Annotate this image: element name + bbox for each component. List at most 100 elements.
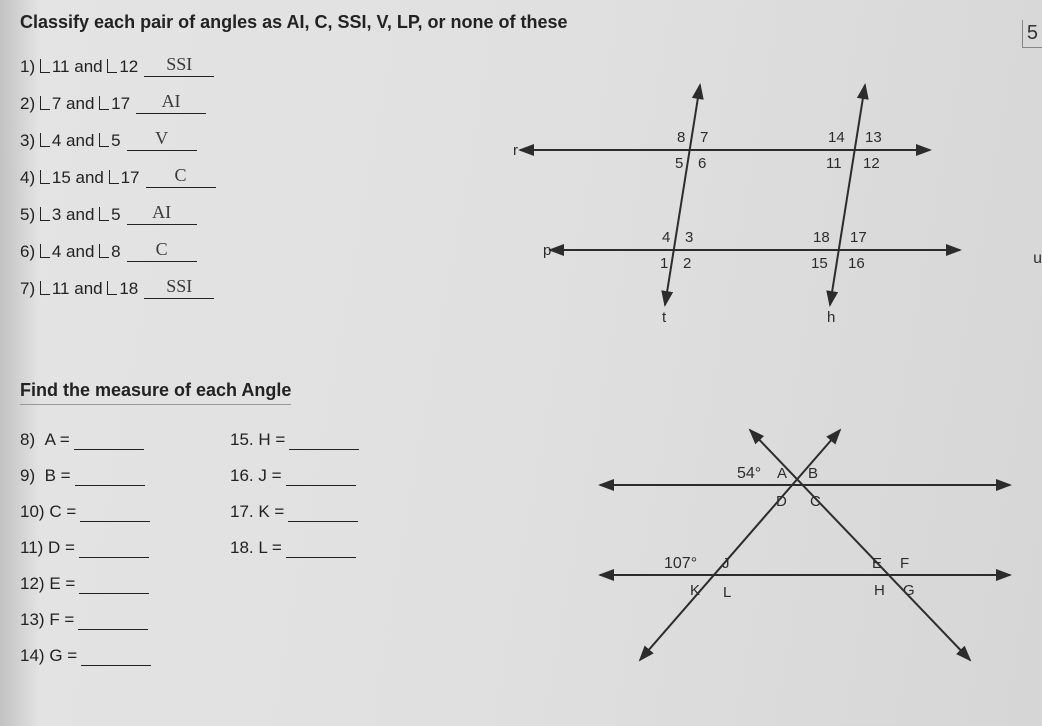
a-blank xyxy=(81,665,151,666)
q5: 5) 3 and 5 AI xyxy=(20,202,216,225)
page-edge-u: u xyxy=(1033,250,1042,268)
svg-text:2: 2 xyxy=(683,255,691,272)
answer-blank: C xyxy=(127,239,197,262)
angle-a: 7 xyxy=(40,94,61,114)
a-blank xyxy=(286,485,356,486)
a-label: K = xyxy=(258,502,284,522)
answer-blank: SSI xyxy=(144,54,214,77)
a-label: B = xyxy=(45,466,71,486)
a-label: L = xyxy=(258,538,281,558)
angle-b: 12 xyxy=(107,57,138,77)
q-num: 6) xyxy=(20,242,35,262)
svg-text:18: 18 xyxy=(813,229,830,246)
diagram-angle-measures: 54° A B D C 107° J K L E F H G xyxy=(580,420,1030,680)
angle-a: 11 xyxy=(40,279,70,299)
angle-a: 15 xyxy=(40,168,71,188)
a-blank xyxy=(79,593,149,594)
angle-b: 5 xyxy=(99,131,120,151)
svg-text:L: L xyxy=(723,584,731,601)
a-blank xyxy=(78,629,148,630)
svg-text:54°: 54° xyxy=(737,465,761,482)
svg-text:11: 11 xyxy=(826,155,842,172)
svg-text:3: 3 xyxy=(685,229,693,246)
answer-blank: SSI xyxy=(144,276,214,299)
q-num: 7) xyxy=(20,279,35,299)
q2: 2) 7 and 17 AI xyxy=(20,91,216,114)
q7: 7) 11 and 18 SSI xyxy=(20,276,216,299)
section2-heading: Find the measure of each Angle xyxy=(20,380,291,405)
a10: 10) C = xyxy=(20,502,151,522)
a-num: 9) xyxy=(20,466,35,486)
answer-blank: AI xyxy=(136,91,206,114)
label-p: p xyxy=(543,242,551,259)
angle-b: 17 xyxy=(99,94,130,114)
q-num: 3) xyxy=(20,131,35,151)
angle-a: 3 xyxy=(40,205,61,225)
a-label: G = xyxy=(49,646,77,666)
a-num: 14) xyxy=(20,646,45,666)
answer-blank: V xyxy=(127,128,197,151)
angle-b: 8 xyxy=(99,242,120,262)
a8: 8) A = xyxy=(20,430,151,450)
label-h: h xyxy=(827,309,835,326)
diagram-parallel-lines: r p t h 8 7 5 6 14 13 11 12 4 3 1 2 18 1… xyxy=(510,70,990,330)
a-blank xyxy=(79,557,149,558)
a13: 13) F = xyxy=(20,610,151,630)
a15: 15. H = xyxy=(230,430,359,450)
a18: 18. L = xyxy=(230,538,359,558)
svg-text:5: 5 xyxy=(675,155,683,172)
svg-text:G: G xyxy=(903,582,915,599)
a-num: 13) xyxy=(20,610,45,630)
a9: 9) B = xyxy=(20,466,151,486)
q3: 3) 4 and 5 V xyxy=(20,128,216,151)
q6: 6) 4 and 8 C xyxy=(20,239,216,262)
q-num: 5) xyxy=(20,205,35,225)
label-r: r xyxy=(513,142,518,159)
a-num: 16. xyxy=(230,466,254,486)
a-blank xyxy=(74,449,144,450)
q-num: 1) xyxy=(20,57,35,77)
a-label: A = xyxy=(45,430,70,450)
a-blank xyxy=(289,449,359,450)
answers-col1: 8) A = 9) B = 10) C = 11) D = 12) E = 13… xyxy=(20,430,151,682)
svg-text:C: C xyxy=(810,493,821,510)
svg-text:8: 8 xyxy=(677,129,685,146)
a11: 11) D = xyxy=(20,538,151,558)
a-label: F = xyxy=(49,610,74,630)
svg-text:A: A xyxy=(777,465,787,482)
q4: 4) 15 and 17 C xyxy=(20,165,216,188)
svg-text:H: H xyxy=(874,582,885,599)
a17: 17. K = xyxy=(230,502,359,522)
a-num: 11) xyxy=(20,538,43,558)
a-blank xyxy=(286,557,356,558)
svg-text:F: F xyxy=(900,555,909,572)
a-label: D = xyxy=(48,538,75,558)
a14: 14) G = xyxy=(20,646,151,666)
svg-text:D: D xyxy=(776,493,787,510)
angle-b: 5 xyxy=(99,205,120,225)
svg-text:6: 6 xyxy=(698,155,706,172)
svg-text:7: 7 xyxy=(700,129,708,146)
section1-heading: Classify each pair of angles as AI, C, S… xyxy=(20,12,568,33)
a-label: C = xyxy=(49,502,76,522)
a-num: 12) xyxy=(20,574,45,594)
angle-a: 4 xyxy=(40,131,61,151)
angle-a: 11 xyxy=(40,57,70,77)
svg-text:16: 16 xyxy=(848,255,865,272)
q-num: 2) xyxy=(20,94,35,114)
a-blank xyxy=(75,485,145,486)
a-label: E = xyxy=(49,574,75,594)
svg-text:15: 15 xyxy=(811,255,828,272)
svg-text:4: 4 xyxy=(662,229,670,246)
a-num: 18. xyxy=(230,538,254,558)
svg-text:17: 17 xyxy=(850,229,867,246)
q1: 1) 11 and 12 SSI xyxy=(20,54,216,77)
a-num: 8) xyxy=(20,430,35,450)
answer-blank: C xyxy=(146,165,216,188)
page-edge-5: 5 xyxy=(1022,20,1042,48)
svg-text:13: 13 xyxy=(865,129,882,146)
a-label: J = xyxy=(258,466,281,486)
svg-text:E: E xyxy=(872,555,882,572)
a-blank xyxy=(288,521,358,522)
label-t: t xyxy=(662,309,667,326)
